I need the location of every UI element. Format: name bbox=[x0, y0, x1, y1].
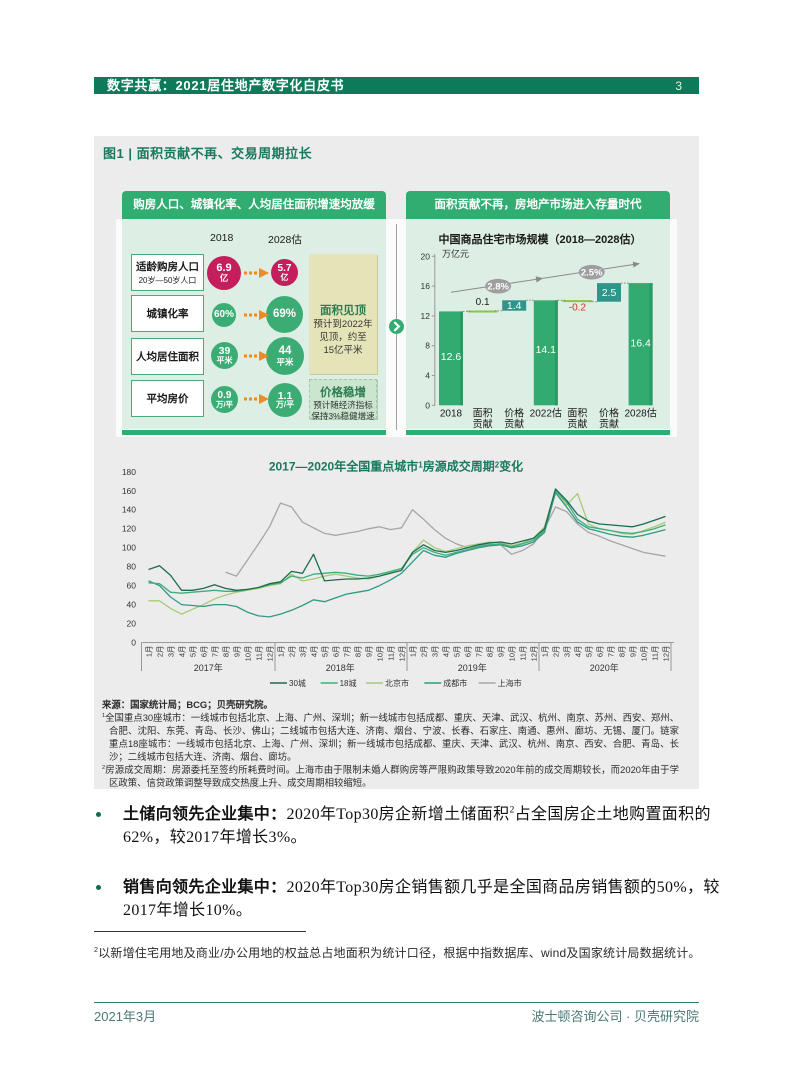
svg-text:3月: 3月 bbox=[431, 646, 440, 658]
svg-text:1月: 1月 bbox=[145, 646, 154, 658]
svg-text:面积: 面积 bbox=[567, 408, 587, 420]
svg-text:12月: 12月 bbox=[530, 646, 539, 662]
svg-text:贡献: 贡献 bbox=[504, 418, 524, 431]
svg-text:3月: 3月 bbox=[167, 646, 176, 658]
svg-text:2月: 2月 bbox=[156, 646, 165, 658]
svg-text:2018: 2018 bbox=[440, 409, 463, 420]
svg-text:12月: 12月 bbox=[662, 646, 671, 662]
svg-text:9月: 9月 bbox=[629, 646, 638, 658]
svg-text:10月: 10月 bbox=[640, 646, 649, 662]
svg-text:贡献: 贡献 bbox=[567, 418, 587, 431]
svg-text:0: 0 bbox=[131, 638, 136, 648]
svg-text:180: 180 bbox=[122, 467, 136, 477]
svg-text:2020年: 2020年 bbox=[590, 662, 619, 673]
svg-text:12月: 12月 bbox=[398, 646, 407, 662]
svg-text:5月: 5月 bbox=[453, 646, 462, 658]
svg-text:2019年: 2019年 bbox=[458, 662, 487, 673]
svg-text:60: 60 bbox=[127, 581, 137, 591]
svg-text:3月: 3月 bbox=[563, 646, 572, 658]
svg-text:4月: 4月 bbox=[574, 646, 583, 658]
svg-text:16: 16 bbox=[421, 281, 431, 291]
svg-text:价格: 价格 bbox=[504, 407, 524, 420]
svg-text:0: 0 bbox=[425, 400, 430, 410]
svg-text:8月: 8月 bbox=[354, 646, 363, 658]
svg-text:9月: 9月 bbox=[365, 646, 374, 658]
svg-text:7月: 7月 bbox=[475, 646, 484, 658]
svg-text:万亿元: 万亿元 bbox=[442, 248, 469, 259]
svg-text:12.6: 12.6 bbox=[441, 351, 462, 363]
svg-text:7月: 7月 bbox=[343, 646, 352, 658]
svg-text:1.4: 1.4 bbox=[507, 300, 522, 312]
svg-text:5月: 5月 bbox=[189, 646, 198, 658]
svg-text:上海市: 上海市 bbox=[498, 678, 522, 688]
svg-text:2.5: 2.5 bbox=[602, 287, 617, 299]
svg-text:11月: 11月 bbox=[255, 646, 264, 661]
svg-text:8月: 8月 bbox=[486, 646, 495, 658]
svg-text:9月: 9月 bbox=[497, 646, 506, 658]
svg-text:2月: 2月 bbox=[420, 646, 429, 658]
svg-text:30城: 30城 bbox=[289, 679, 306, 688]
svg-text:11月: 11月 bbox=[519, 646, 528, 661]
svg-text:80: 80 bbox=[127, 562, 137, 572]
svg-text:2月: 2月 bbox=[552, 646, 561, 658]
svg-text:12: 12 bbox=[421, 311, 431, 321]
svg-text:贡献: 贡献 bbox=[473, 418, 493, 431]
svg-text:2.8%: 2.8% bbox=[487, 281, 509, 292]
svg-text:2月: 2月 bbox=[288, 646, 297, 658]
svg-text:10月: 10月 bbox=[244, 646, 253, 662]
svg-text:2.5%: 2.5% bbox=[581, 267, 603, 278]
svg-text:40: 40 bbox=[127, 600, 137, 610]
svg-text:1月: 1月 bbox=[277, 646, 286, 658]
svg-text:7月: 7月 bbox=[607, 646, 616, 658]
svg-text:7月: 7月 bbox=[211, 646, 220, 658]
svg-text:6月: 6月 bbox=[200, 646, 209, 658]
svg-text:120: 120 bbox=[122, 524, 136, 534]
svg-text:12月: 12月 bbox=[266, 646, 275, 662]
svg-text:1月: 1月 bbox=[409, 646, 418, 658]
svg-text:面积: 面积 bbox=[473, 408, 493, 420]
svg-text:14.1: 14.1 bbox=[536, 344, 557, 356]
svg-text:18城: 18城 bbox=[340, 679, 357, 688]
svg-text:中国商品住宅市场规模（2018—2028估）: 中国商品住宅市场规模（2018—2028估） bbox=[439, 232, 642, 246]
svg-text:20: 20 bbox=[421, 251, 431, 261]
svg-text:北京市: 北京市 bbox=[385, 678, 409, 688]
svg-text:160: 160 bbox=[122, 486, 136, 496]
svg-text:2022估: 2022估 bbox=[530, 407, 562, 420]
svg-text:2017年: 2017年 bbox=[194, 662, 223, 673]
svg-text:价格: 价格 bbox=[599, 407, 619, 420]
svg-text:成都市: 成都市 bbox=[443, 678, 467, 688]
svg-text:10月: 10月 bbox=[508, 646, 517, 662]
svg-text:9月: 9月 bbox=[233, 646, 242, 658]
svg-text:8月: 8月 bbox=[618, 646, 627, 658]
svg-text:16.4: 16.4 bbox=[630, 338, 651, 350]
svg-text:2018年: 2018年 bbox=[326, 662, 355, 673]
svg-text:2028估: 2028估 bbox=[624, 407, 656, 420]
svg-text:8: 8 bbox=[425, 341, 430, 351]
svg-text:5月: 5月 bbox=[321, 646, 330, 658]
svg-text:2017—2020年全国重点城市1房源成交周期2变化: 2017—2020年全国重点城市1房源成交周期2变化 bbox=[269, 459, 523, 474]
svg-text:20: 20 bbox=[127, 619, 137, 629]
svg-text:1月: 1月 bbox=[541, 646, 550, 658]
svg-text:4月: 4月 bbox=[178, 646, 187, 658]
svg-text:4: 4 bbox=[425, 371, 430, 381]
svg-text:3月: 3月 bbox=[299, 646, 308, 658]
svg-text:8月: 8月 bbox=[222, 646, 231, 658]
svg-text:6月: 6月 bbox=[596, 646, 605, 658]
svg-text:0.1: 0.1 bbox=[476, 297, 490, 308]
svg-text:11月: 11月 bbox=[651, 646, 660, 661]
svg-text:4月: 4月 bbox=[310, 646, 319, 658]
svg-text:10月: 10月 bbox=[376, 646, 385, 662]
svg-text:4月: 4月 bbox=[442, 646, 451, 658]
svg-text:11月: 11月 bbox=[387, 646, 396, 661]
svg-text:5月: 5月 bbox=[585, 646, 594, 658]
svg-text:100: 100 bbox=[122, 543, 136, 553]
svg-text:6月: 6月 bbox=[464, 646, 473, 658]
svg-text:贡献: 贡献 bbox=[599, 418, 619, 431]
svg-text:-0.2: -0.2 bbox=[569, 303, 587, 314]
svg-text:6月: 6月 bbox=[332, 646, 341, 658]
svg-text:140: 140 bbox=[122, 505, 136, 515]
